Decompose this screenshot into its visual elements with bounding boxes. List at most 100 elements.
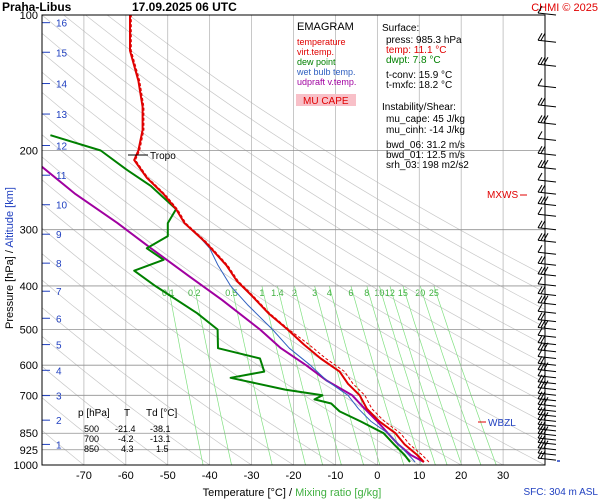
legend-dew-point: dew point xyxy=(297,57,336,67)
series-layer xyxy=(42,15,430,463)
wind-barb xyxy=(537,159,557,170)
altitude-tick-label: 6 xyxy=(56,314,62,325)
wind-barb xyxy=(537,295,557,306)
levels-cell: -13.1 xyxy=(150,434,171,444)
surface-tmxfc: t-mxfc: 18.2 °C xyxy=(386,80,452,91)
dry-adiabat-line xyxy=(42,32,545,365)
instability-srh03: srh_03: 198 m2/s2 xyxy=(386,160,469,171)
series-temperatureline xyxy=(129,15,425,463)
wind-barb xyxy=(537,327,557,338)
wind-barb xyxy=(537,276,557,287)
x-tick-label: -20 xyxy=(286,470,302,482)
legend-virt-temp: virt.temp. xyxy=(297,47,334,57)
dry-adiabat-line xyxy=(42,134,545,465)
wind-barb xyxy=(537,172,557,183)
y-axis-title: Pressure [hPa] / Altitude [km] xyxy=(4,187,16,329)
wbzl-label: WBZL xyxy=(488,418,516,429)
wind-barb xyxy=(537,349,557,359)
levels-cell: 1.5 xyxy=(156,444,169,454)
instability-mucinh: mu_cinh: -14 J/kg xyxy=(386,125,465,136)
tropopause-label: Tropo xyxy=(150,151,176,162)
y-tick-label: 100 xyxy=(20,10,38,22)
y-tick-label: 700 xyxy=(20,390,38,402)
legend-wet-bulb: wet bulb temp. xyxy=(296,67,356,77)
altitude-tick-label: 7 xyxy=(56,287,62,298)
legend-temperature: temperature xyxy=(297,37,346,47)
y-tick-label: 925 xyxy=(20,445,38,457)
altitude-tick-label: 12 xyxy=(56,142,68,153)
dry-adiabat-line xyxy=(128,15,545,277)
mixing-ratio-label: 25 xyxy=(429,288,439,298)
dry-adiabat-line xyxy=(42,52,545,384)
altitude-tick-label: 3 xyxy=(56,392,62,403)
levels-row-700: 700 -4.2 -13.1 xyxy=(84,434,171,444)
altitude-tick-label: 14 xyxy=(56,80,68,91)
wind-barb xyxy=(537,312,557,323)
x-tick-label: 20 xyxy=(455,470,467,482)
wind-barb xyxy=(537,146,557,156)
x-tick-label: -30 xyxy=(244,470,260,482)
mucape-badge xyxy=(296,94,356,106)
instability-bwd01: bwd_01: 12.5 m/s xyxy=(386,150,465,161)
wind-barb xyxy=(537,206,557,217)
mixing-ratio-label: 2 xyxy=(292,288,297,298)
wind-barb xyxy=(537,97,557,108)
dry-adiabat-line xyxy=(85,15,545,310)
series-dew-pointline xyxy=(50,134,411,463)
wind-barb xyxy=(537,286,557,296)
y-tick-label: 600 xyxy=(20,360,38,372)
instability-title: Instability/Shear: xyxy=(382,102,456,113)
mixing-ratio-label: 20 xyxy=(415,288,425,298)
wind-barb xyxy=(537,342,557,353)
legend-updraft: udpraft v.temp. xyxy=(297,77,356,87)
levels-cell: 700 xyxy=(84,434,99,444)
wind-barb xyxy=(537,196,557,206)
instability-bwd06: bwd_06: 31.2 m/s xyxy=(386,140,465,151)
y-tick-label: 400 xyxy=(20,281,38,293)
mixing-ratio-label: 10 xyxy=(374,288,384,298)
wind-barb xyxy=(537,430,557,441)
credit-text: CHMI © 2025 xyxy=(531,2,598,14)
x-tick-label: 10 xyxy=(413,470,425,482)
x-axis-title: Temperature [°C] / Mixing ratio [g/kg] xyxy=(203,487,382,499)
wind-barb xyxy=(537,233,557,243)
station-name: Praha-Libus xyxy=(2,0,72,14)
x-axis-mix-label: Mixing ratio [g/kg] xyxy=(295,487,381,499)
mixing-ratio-label: 0.1 xyxy=(162,288,175,298)
wind-barb xyxy=(537,220,557,231)
sounding-datetime: 17.09.2025 06 UTC xyxy=(132,0,237,14)
mixing-ratio-label: 4 xyxy=(327,288,332,298)
dry-adiabat-line xyxy=(42,71,545,403)
y-tick-label: 850 xyxy=(20,428,38,440)
mixing-ratio-line xyxy=(277,285,323,465)
mxws-label: MXWS xyxy=(487,190,518,201)
levels-header-td: Td [°C] xyxy=(146,408,177,419)
wind-barb xyxy=(537,266,557,277)
levels-row-500: 500 -21.4 -38.1 xyxy=(84,424,171,434)
x-tick-label: -10 xyxy=(327,470,343,482)
altitude-tick-label: 10 xyxy=(56,201,68,212)
wind-barb xyxy=(537,33,557,43)
series-virt-temp-line xyxy=(130,15,430,463)
wind-barbs xyxy=(537,5,561,462)
mixing-ratio-label: 15 xyxy=(398,288,408,298)
altitude-tick-label: 4 xyxy=(56,366,62,377)
wind-barb xyxy=(537,320,557,330)
levels-cell: -4.2 xyxy=(118,434,134,444)
instability-mucape: mu_cape: 45 J/kg xyxy=(386,114,465,125)
wind-barb xyxy=(537,57,557,67)
wind-barb xyxy=(537,303,557,314)
levels-cell: -38.1 xyxy=(150,424,171,434)
altitude-tick-label: 1 xyxy=(56,440,62,451)
x-tick-label: -70 xyxy=(76,470,92,482)
altitude-tick-label: 16 xyxy=(56,19,68,30)
plot-frame xyxy=(41,14,546,466)
altitude-tick-label: 5 xyxy=(56,341,62,352)
y-tick-label: 1000 xyxy=(14,460,38,472)
levels-header-t: T xyxy=(124,408,130,419)
mixing-ratio-label: 1.4 xyxy=(271,288,284,298)
grid-layer: 0.1 0.2 0.5 1 1.4 2 3 4 6 8 10 12 15 20 25 xyxy=(42,15,545,465)
mixing-ratio-label: 6 xyxy=(348,288,353,298)
altitude-tick-label: 13 xyxy=(56,110,68,121)
